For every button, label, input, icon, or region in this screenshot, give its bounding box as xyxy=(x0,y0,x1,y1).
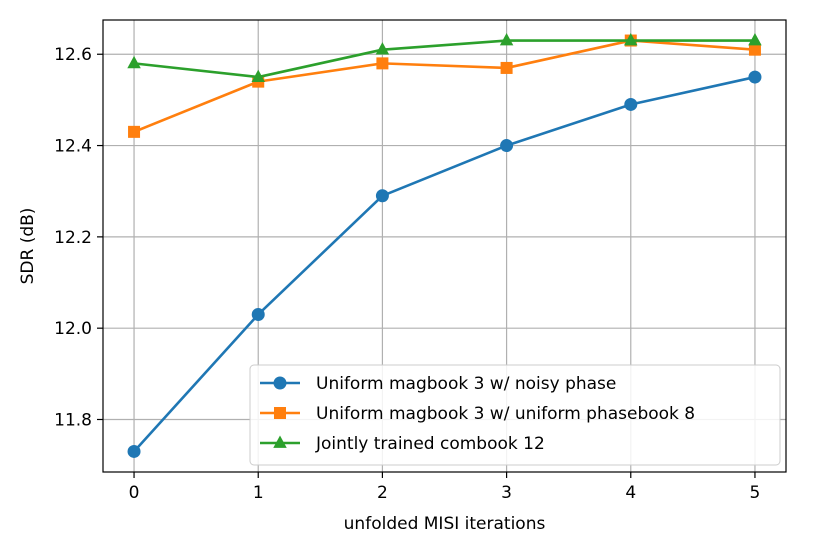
x-tick-label: 4 xyxy=(625,483,636,503)
data-point xyxy=(748,43,761,56)
legend-box xyxy=(249,364,781,466)
legend-entry: Jointly trained combook 12 xyxy=(260,434,545,454)
y-tick-label: 11.8 xyxy=(54,410,92,430)
x-tick-label: 2 xyxy=(377,483,388,503)
y-tick-label: 12.0 xyxy=(54,319,92,339)
legend-entry: Uniform magbook 3 w/ noisy phase xyxy=(260,374,616,394)
axis-ticks: 0 1 2 3 4 5 11.8 12.0 12.2 12.4 12.6 xyxy=(54,45,760,503)
legend-label: Uniform magbook 3 w/ uniform phasebook 8 xyxy=(316,404,695,424)
data-point xyxy=(127,444,141,458)
x-tick-label: 5 xyxy=(750,483,761,503)
data-point xyxy=(500,61,513,74)
legend-label: Uniform magbook 3 w/ noisy phase xyxy=(316,374,616,394)
data-point xyxy=(748,33,762,46)
legend-label: Jointly trained combook 12 xyxy=(315,434,545,454)
data-point xyxy=(128,125,141,138)
data-point xyxy=(748,70,762,84)
x-tick-label: 1 xyxy=(253,483,264,503)
data-point xyxy=(499,33,514,46)
data-point xyxy=(127,55,141,69)
grid xyxy=(103,20,786,472)
x-tick-label: 3 xyxy=(501,483,512,503)
legend-marker xyxy=(274,407,286,419)
data-point xyxy=(624,33,638,46)
legend: Uniform magbook 3 w/ noisy phase Uniform … xyxy=(249,364,781,466)
legend-marker xyxy=(273,376,287,390)
data-point xyxy=(251,69,265,82)
y-tick-label: 12.4 xyxy=(54,137,92,157)
series-1 xyxy=(127,70,762,458)
data-point xyxy=(375,42,390,55)
y-tick-label: 12.6 xyxy=(54,45,92,65)
legend-marker xyxy=(273,435,287,448)
series-layer xyxy=(127,33,762,458)
x-axis-label: unfolded MISI iterations xyxy=(344,514,546,534)
series-line xyxy=(133,39,756,134)
data-point xyxy=(375,189,389,203)
x-tick-label: 0 xyxy=(129,483,140,503)
series-3 xyxy=(127,33,762,82)
plot-area-frame xyxy=(102,19,787,473)
series-line xyxy=(133,39,755,79)
y-tick-label: 12.2 xyxy=(54,228,92,248)
legend-entry: Uniform magbook 3 w/ uniform phasebook 8 xyxy=(260,404,695,424)
data-point xyxy=(624,97,638,111)
data-point xyxy=(376,57,389,70)
series-line xyxy=(133,75,756,453)
series-2 xyxy=(128,34,761,138)
y-axis-label: SDR (dB) xyxy=(18,208,38,285)
data-point xyxy=(251,307,265,321)
data-point xyxy=(500,139,514,153)
